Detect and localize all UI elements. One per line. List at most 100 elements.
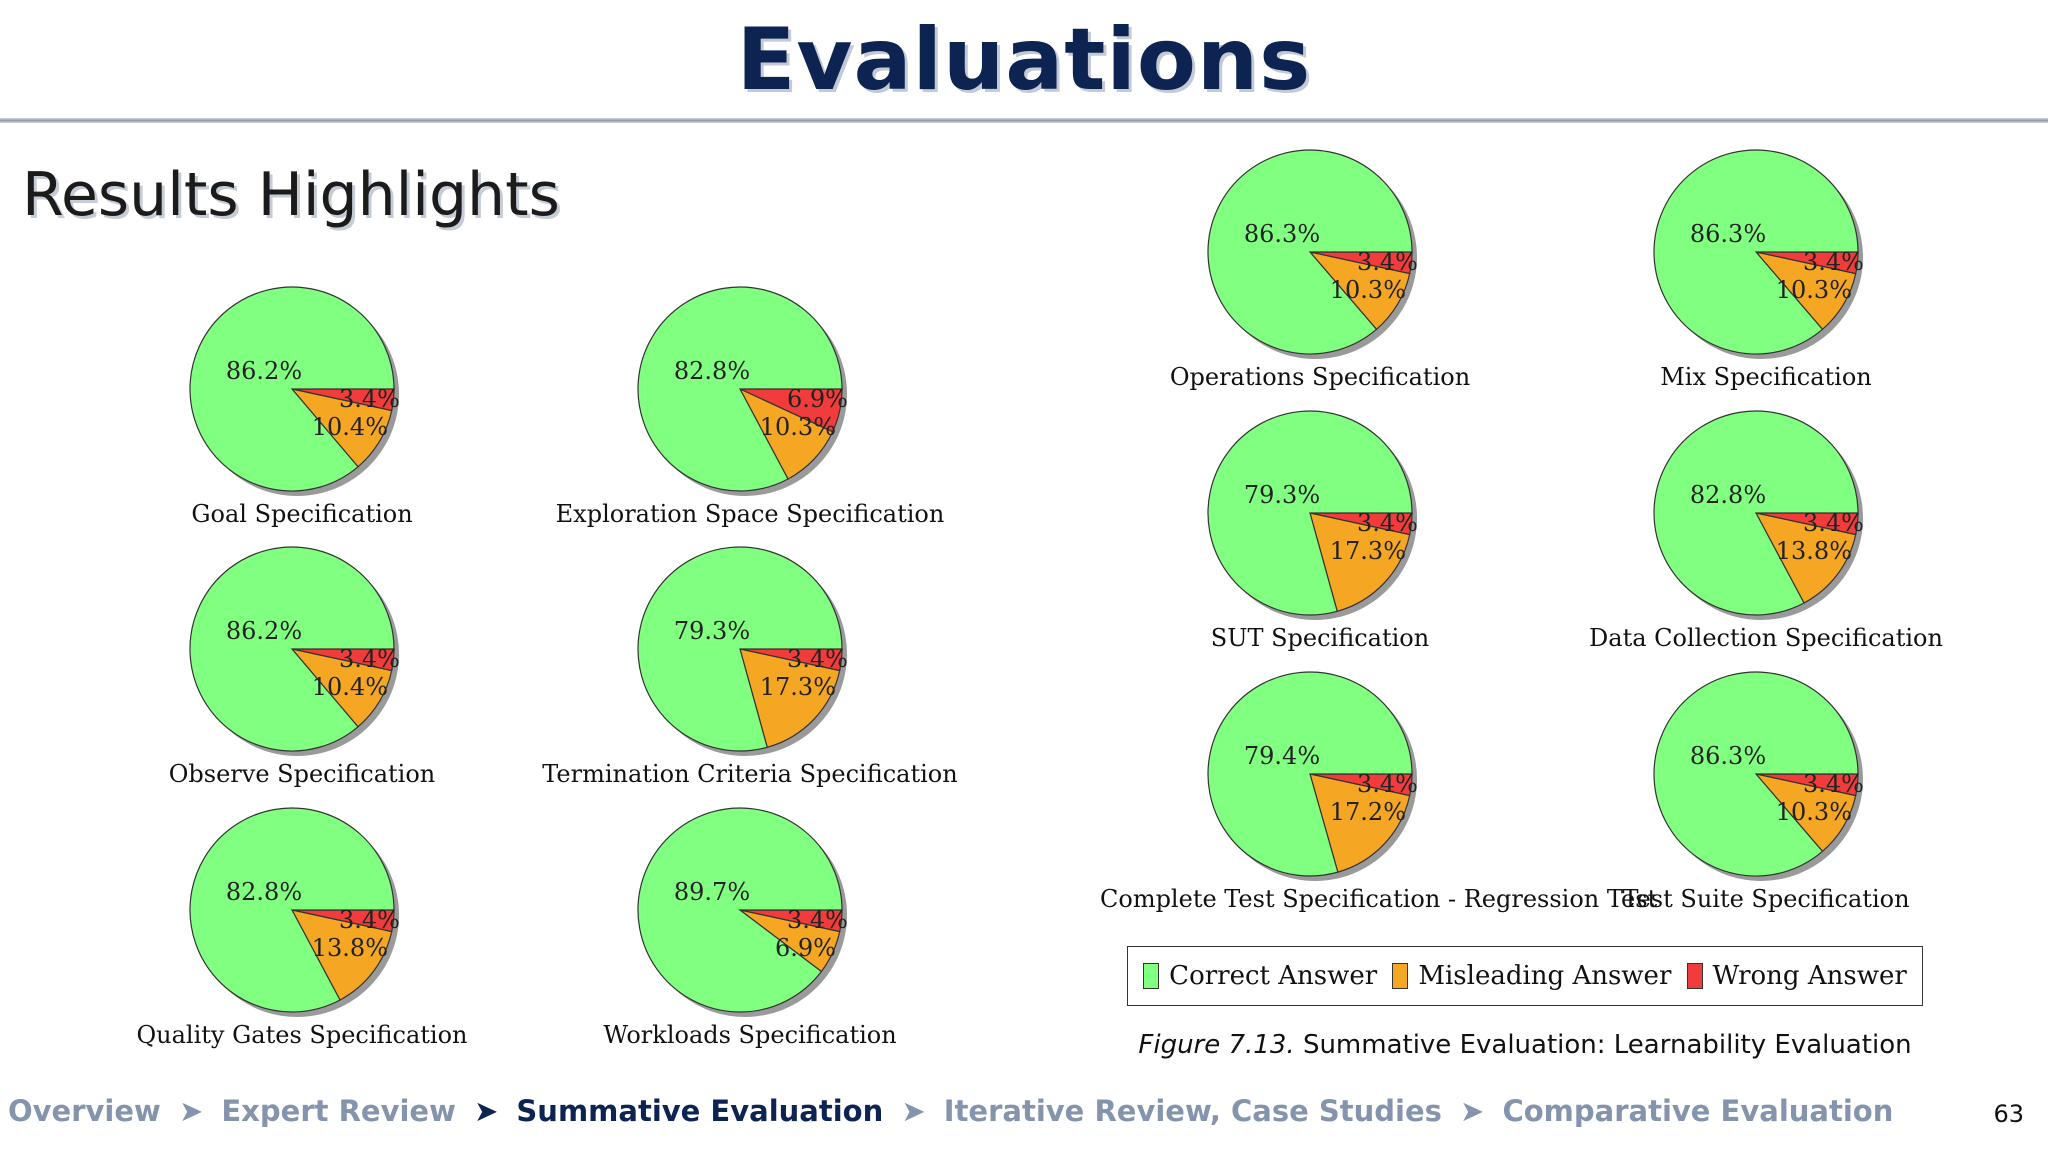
slide-title: Evaluations bbox=[736, 10, 1312, 110]
pie-label-correct: 86.3% bbox=[1690, 742, 1766, 770]
pie-slice-correct-answer bbox=[189, 286, 395, 492]
pie-svg: 86.3% 3.4%10.3% bbox=[1653, 149, 1864, 359]
pie-label-correct: 86.3% bbox=[1244, 220, 1320, 248]
nav-item-overview[interactable]: Overview bbox=[8, 1094, 161, 1128]
pie-label-misleading: 13.8% bbox=[1776, 537, 1852, 565]
pie-label-correct: 79.4% bbox=[1244, 742, 1320, 770]
pie-svg: 86.2% 3.4%10.4% bbox=[189, 546, 400, 756]
pie-chart-operations-specification: 86.3% 3.4% 10.3% Operations Specification bbox=[1100, 146, 1540, 391]
pie-caption: Operations Specification bbox=[1169, 363, 1471, 391]
pie-label-correct: 86.2% bbox=[226, 357, 302, 385]
pie-label-misleading: 10.3% bbox=[1330, 276, 1406, 304]
pie-label-wrong: 3.4% bbox=[787, 906, 848, 934]
pie-svg: 79.4% 3.4%17.2% bbox=[1207, 671, 1418, 881]
pie-caption: Workloads Specification bbox=[603, 1021, 897, 1049]
nav-item-comparative-evaluation[interactable]: Comparative Evaluation bbox=[1502, 1094, 1894, 1128]
pie-slice-correct-answer bbox=[637, 286, 843, 492]
pie-label-wrong: 3.4% bbox=[339, 906, 400, 934]
pie-slice-correct-answer bbox=[1653, 410, 1859, 616]
chart-legend: Correct Answer Misleading Answer Wrong A… bbox=[1127, 946, 1923, 1006]
pie-slice-misleading-answer bbox=[1754, 512, 1857, 604]
pie-label-misleading: 10.3% bbox=[1776, 276, 1852, 304]
pie-label-misleading: 10.3% bbox=[1776, 798, 1852, 826]
pie-label-wrong: 3.4% bbox=[787, 645, 848, 673]
pie-label-misleading: 13.8% bbox=[312, 934, 388, 962]
pie-svg: 89.7% 3.4%6.9% bbox=[637, 807, 848, 1017]
legend-item-misleading: Misleading Answer bbox=[1392, 961, 1671, 991]
pie-svg: 82.8% 3.4%13.8% bbox=[189, 807, 400, 1017]
pie-slice-misleading-answer bbox=[739, 648, 841, 749]
pie-slice-misleading-answer bbox=[1309, 773, 1411, 873]
pie-caption: SUT Specification bbox=[1210, 624, 1430, 652]
legend-swatch-misleading bbox=[1392, 963, 1409, 989]
pie-caption: Mix Specification bbox=[1660, 363, 1872, 391]
pie-label-correct: 82.8% bbox=[674, 357, 750, 385]
nav-item-expert-review[interactable]: Expert Review bbox=[221, 1094, 456, 1128]
pie-label-correct: 79.3% bbox=[674, 617, 750, 645]
pie-caption: Goal Specification bbox=[191, 500, 413, 528]
pie-caption: Quality Gates Specification bbox=[136, 1021, 468, 1049]
pie-label-correct: 86.3% bbox=[1690, 220, 1766, 248]
pie-label-wrong: 3.4% bbox=[1803, 770, 1864, 798]
pie-chart-sut-specification: 79.3% 3.4% 17.3% SUT Specification bbox=[1100, 407, 1540, 652]
pie-label-correct: 89.7% bbox=[674, 878, 750, 906]
pie-slice-correct-answer bbox=[1207, 671, 1413, 877]
pie-label-misleading: 10.3% bbox=[760, 413, 836, 441]
pie-label-wrong: 3.4% bbox=[1357, 248, 1418, 276]
breadcrumb-nav: Overview ➤ Expert Review ➤ Summative Eva… bbox=[8, 1094, 1893, 1128]
pie-slice-correct-answer bbox=[1653, 671, 1859, 877]
pie-caption: Observe Specification bbox=[168, 760, 436, 788]
nav-item-iterative-review[interactable]: Iterative Review, Case Studies bbox=[943, 1094, 1442, 1128]
figure-caption-text: Summative Evaluation: Learnability Evalu… bbox=[1302, 1030, 1912, 1060]
pie-chart-data-collection-specification: 82.8% 3.4% 13.8% Data Collection Specificat… bbox=[1546, 407, 1986, 652]
pie-slice-correct-answer bbox=[189, 807, 395, 1013]
pie-chart-observe-specification: 86.2% 3.4% 10.4% Observe Specification bbox=[82, 543, 522, 788]
pie-chart-complete-test-specification-regression-test: 79.4% 3.4% 17.2% Complete Test Specificatio… bbox=[1100, 668, 1657, 913]
pie-label-misleading: 17.3% bbox=[1330, 537, 1406, 565]
pie-label-wrong: 3.4% bbox=[1357, 770, 1418, 798]
nav-item-summative-evaluation[interactable]: Summative Evaluation bbox=[516, 1094, 884, 1128]
pie-slice-correct-answer bbox=[637, 807, 843, 1013]
pie-label-misleading: 17.2% bbox=[1330, 798, 1406, 826]
pie-chart-termination-criteria-specification: 79.3% 3.4% 17.3% Termination Criteria Speci… bbox=[530, 543, 970, 788]
pie-slice-misleading-answer bbox=[1309, 512, 1411, 613]
pie-label-misleading: 10.4% bbox=[312, 413, 388, 441]
pie-chart-quality-gates-specification: 82.8% 3.4% 13.8% Quality Gates Specificatio… bbox=[82, 804, 522, 1049]
legend-swatch-correct bbox=[1143, 963, 1160, 989]
pie-svg: 82.8% 3.4%13.8% bbox=[1653, 410, 1864, 620]
pie-caption: Test Suite Specification bbox=[1622, 885, 1910, 913]
figure-caption-prefix: Figure 7.13. bbox=[1138, 1030, 1295, 1060]
pie-label-wrong: 3.4% bbox=[1803, 509, 1864, 537]
pie-svg: 86.3% 3.4%10.3% bbox=[1207, 149, 1418, 359]
pie-slice-correct-answer bbox=[189, 546, 395, 752]
pie-label-wrong: 6.9% bbox=[787, 385, 848, 413]
page-number: 63 bbox=[1993, 1100, 2024, 1128]
pie-label-correct: 82.8% bbox=[226, 878, 302, 906]
pie-chart-exploration-space-specification: 82.8% 6.9% 10.3% Exploration Space Specific… bbox=[530, 283, 970, 528]
pie-label-wrong: 3.4% bbox=[1803, 248, 1864, 276]
pie-chart-mix-specification: 86.3% 3.4% 10.3% Mix Specification bbox=[1546, 146, 1986, 391]
pie-slice-misleading-answer bbox=[290, 909, 393, 1001]
figure-caption: Figure 7.13. Summative Evaluation: Learn… bbox=[1130, 1030, 1920, 1060]
pie-chart-workloads-specification: 89.7% 3.4% 6.9% Workloads Specification bbox=[530, 804, 970, 1049]
nav-separator: ➤ bbox=[1460, 1094, 1485, 1128]
pie-label-correct: 79.3% bbox=[1244, 481, 1320, 509]
title-divider bbox=[0, 118, 2048, 123]
pie-slice-correct-answer bbox=[637, 546, 843, 752]
section-heading: Results Highlights bbox=[22, 160, 560, 230]
pie-label-misleading: 6.9% bbox=[775, 934, 836, 962]
pie-slice-correct-answer bbox=[1653, 149, 1859, 355]
pie-label-misleading: 17.3% bbox=[760, 673, 836, 701]
pie-label-misleading: 10.4% bbox=[312, 673, 388, 701]
pie-chart-test-suite-specification: 86.3% 3.4% 10.3% Test Suite Specification bbox=[1546, 668, 1986, 913]
pie-caption: Termination Criteria Specification bbox=[542, 760, 958, 788]
pie-label-correct: 86.2% bbox=[226, 617, 302, 645]
pie-label-correct: 82.8% bbox=[1690, 481, 1766, 509]
pie-slice-correct-answer bbox=[1207, 410, 1413, 616]
pie-label-wrong: 3.4% bbox=[339, 385, 400, 413]
legend-item-correct: Correct Answer bbox=[1143, 961, 1377, 991]
pie-svg: 79.3% 3.4%17.3% bbox=[637, 546, 848, 756]
nav-separator: ➤ bbox=[178, 1094, 204, 1128]
nav-separator: ➤ bbox=[474, 1094, 499, 1128]
legend-item-wrong: Wrong Answer bbox=[1686, 961, 1907, 991]
